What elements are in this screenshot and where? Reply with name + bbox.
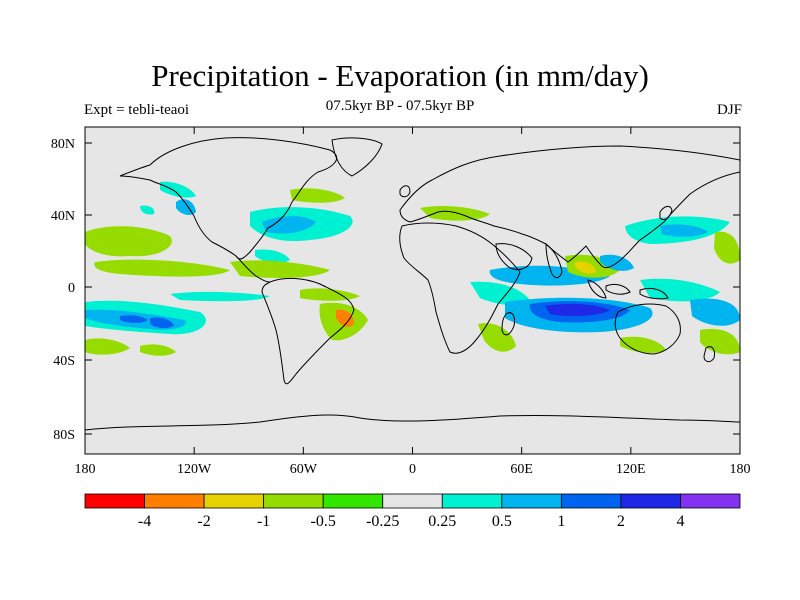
field-region-itcz-atl-green bbox=[230, 260, 330, 278]
field-region-cpac-green bbox=[714, 231, 740, 264]
lon-tick-label: 60W bbox=[290, 462, 318, 477]
colorbar-label: -4 bbox=[138, 513, 151, 530]
field-region-npac-cyan bbox=[140, 205, 155, 215]
field-region-spac-dblue-2 bbox=[150, 317, 174, 329]
field-region-npac-green bbox=[85, 226, 172, 257]
lon-tick-label: 180 bbox=[75, 462, 96, 477]
colorbar-swatch bbox=[680, 493, 741, 509]
chart-subtitle: 07.5kyr BP - 07.5kyr BP bbox=[325, 98, 475, 114]
season-label: DJF bbox=[716, 102, 742, 118]
lat-tick-label: 40S bbox=[53, 354, 75, 369]
lon-tick-label: 60E bbox=[510, 462, 533, 477]
colorbar-swatch bbox=[84, 493, 145, 509]
pe-field bbox=[85, 181, 740, 356]
colorbar-swatch bbox=[382, 493, 443, 509]
colorbar-swatch bbox=[203, 493, 265, 509]
field-region-itcz-pac-green bbox=[94, 259, 230, 277]
colorbar-label: 0.5 bbox=[492, 513, 512, 530]
lon-tick-label: 180 bbox=[730, 462, 751, 477]
colorbar-label: 0.25 bbox=[428, 513, 456, 530]
coast-new-zealand bbox=[703, 346, 715, 363]
coast-africa bbox=[399, 222, 521, 354]
coast-borneo bbox=[605, 283, 631, 295]
coastlines bbox=[85, 137, 740, 431]
field-region-spac-green-2 bbox=[140, 344, 176, 356]
longitude-axis: 180 120W 60W 0 60E 120E 180 bbox=[75, 127, 751, 477]
field-region-swpac-blue bbox=[690, 298, 740, 326]
map-background bbox=[85, 127, 740, 454]
colorbar-swatch bbox=[144, 493, 205, 509]
lon-tick-label: 120E bbox=[616, 462, 646, 477]
field-region-australia-green bbox=[620, 336, 666, 353]
colorbar-label: 1 bbox=[557, 513, 565, 530]
lat-tick-label: 0 bbox=[68, 281, 75, 296]
field-region-mozambique-green bbox=[478, 323, 516, 352]
coast-central-america bbox=[235, 255, 271, 283]
coast-eurasia bbox=[399, 145, 740, 269]
colorbar-label: 4 bbox=[676, 513, 684, 530]
coast-japan bbox=[659, 205, 673, 221]
coast-arabia bbox=[495, 243, 533, 271]
lat-tick-label: 80N bbox=[51, 137, 75, 152]
coast-india bbox=[545, 242, 563, 279]
colorbar-swatch bbox=[322, 493, 384, 509]
colorbar-label: -2 bbox=[197, 513, 210, 530]
colorbar-swatch bbox=[501, 493, 562, 509]
lon-tick-label: 0 bbox=[409, 462, 416, 477]
field-region-natl-green bbox=[290, 188, 345, 203]
coast-new-guinea bbox=[639, 287, 669, 300]
coast-south-america bbox=[261, 277, 355, 385]
field-region-alaska-cyan bbox=[160, 181, 196, 198]
colorbar-swatch bbox=[441, 493, 503, 509]
field-region-caribbean-cyan bbox=[255, 249, 290, 263]
latitude-axis: 80N 40N 0 40S 80S bbox=[51, 137, 740, 443]
coast-north-america bbox=[119, 137, 337, 260]
colorbar-label: 2 bbox=[617, 513, 625, 530]
field-region-nwpac-blue bbox=[660, 224, 708, 237]
lat-tick-label: 40N bbox=[51, 209, 75, 224]
field-region-natl-blue bbox=[262, 216, 316, 234]
colorbar-swatch bbox=[620, 493, 681, 509]
colorbar-swatch bbox=[263, 493, 324, 509]
colorbar-swatch bbox=[560, 493, 622, 509]
colorbar-label: -0.5 bbox=[311, 513, 336, 530]
coast-australia bbox=[614, 303, 681, 355]
field-region-bengal-yellow bbox=[575, 261, 596, 274]
coast-madagascar bbox=[501, 312, 515, 336]
colorbar-label: -0.25 bbox=[366, 513, 399, 530]
field-region-wpac-cyan bbox=[640, 278, 720, 302]
coast-greenland bbox=[331, 137, 383, 177]
coast-british-isles bbox=[399, 185, 411, 198]
field-region-med-green bbox=[420, 206, 490, 221]
lon-tick-label: 120W bbox=[177, 462, 212, 477]
field-region-satl-orange bbox=[336, 309, 354, 327]
colorbar-label: -1 bbox=[257, 513, 270, 530]
field-region-spac-dblue-1 bbox=[120, 315, 148, 323]
field-region-eqpac-cyan bbox=[170, 291, 270, 302]
experiment-label: Expt = tebli-teaoi bbox=[84, 102, 190, 118]
coast-antarctica bbox=[85, 414, 740, 431]
field-region-wio-cyan bbox=[470, 281, 530, 306]
lat-tick-label: 80S bbox=[53, 428, 75, 443]
chart-title: Precipitation - Evaporation (in mm/day) bbox=[151, 58, 649, 93]
colorbar: -4 -2 -1 -0.5 -0.25 0.25 0.5 1 2 4 bbox=[84, 493, 741, 530]
coast-sumatra bbox=[587, 279, 607, 299]
field-region-sio-navy bbox=[545, 303, 610, 317]
field-region-spac-green bbox=[85, 338, 130, 355]
field-region-tasman-green bbox=[700, 328, 740, 355]
